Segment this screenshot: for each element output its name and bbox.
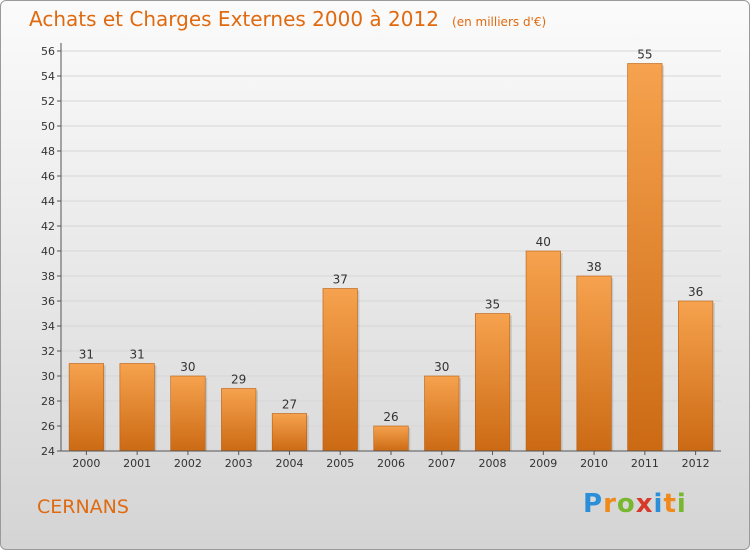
bar-2003 <box>221 388 257 452</box>
y-tick-label: 26 <box>41 420 55 433</box>
y-tick-label: 36 <box>41 295 55 308</box>
commune-name: CERNANS <box>37 496 129 518</box>
x-tick-label: 2005 <box>326 457 354 470</box>
x-tick-label: 2003 <box>225 457 253 470</box>
axes <box>57 43 721 455</box>
data-label: 36 <box>688 285 703 299</box>
y-tick-label: 56 <box>41 45 55 58</box>
bar-2005 <box>322 288 358 452</box>
y-tick-label: 50 <box>41 120 55 133</box>
logo-letter: t <box>663 489 677 519</box>
logo-letter: i <box>653 489 664 519</box>
x-tick-label: 2002 <box>174 457 202 470</box>
y-tick-label: 38 <box>41 270 55 283</box>
bar-2011 <box>627 63 663 452</box>
bar-2008 <box>474 313 511 452</box>
data-label: 37 <box>333 273 348 287</box>
y-tick-label: 32 <box>41 345 55 358</box>
y-tick-label: 48 <box>41 145 55 158</box>
bar-2010 <box>576 275 612 452</box>
x-tick-label: 2004 <box>275 457 303 470</box>
x-tick-label: 2006 <box>377 457 405 470</box>
data-label: 38 <box>586 260 601 274</box>
chart-subtitle: (en milliers d'€) <box>452 15 547 29</box>
x-tick-label: 2011 <box>631 457 659 470</box>
proxiti-logo: Proxiti <box>583 489 687 519</box>
x-tick-label: 2012 <box>682 457 710 470</box>
y-tick-label: 34 <box>41 320 55 333</box>
data-label: 31 <box>130 348 145 362</box>
data-label: 35 <box>485 298 500 312</box>
data-label: 26 <box>383 410 398 424</box>
logo-letter: r <box>603 489 617 519</box>
y-tick-label: 44 <box>41 195 55 208</box>
bar-2001 <box>119 363 155 452</box>
chart-title-text: Achats et Charges Externes 2000 à 2012 <box>29 7 439 31</box>
x-tick-label: 2009 <box>529 457 557 470</box>
bar-2007 <box>424 375 460 452</box>
y-tick-label: 24 <box>41 445 55 458</box>
x-tick-label: 2001 <box>123 457 151 470</box>
logo-letter: o <box>616 489 636 519</box>
grid-lines <box>61 50 721 452</box>
x-tick-label: 2007 <box>428 457 456 470</box>
bar-2004 <box>271 413 308 452</box>
y-tick-label: 52 <box>41 95 55 108</box>
data-label: 40 <box>536 235 551 249</box>
data-label: 27 <box>282 398 297 412</box>
data-label: 31 <box>79 348 94 362</box>
y-tick-label: 54 <box>41 70 55 83</box>
labels: 24 26 28 30 32 34 36 38 40 42 44 46 48 50 52 54 56 31 2000… <box>41 45 710 470</box>
y-tick-label: 40 <box>41 245 55 258</box>
bar-2012 <box>678 300 714 452</box>
logo-letter: x <box>635 489 654 519</box>
bar-2000 <box>68 363 104 452</box>
data-label: 30 <box>180 360 195 374</box>
bar-2009 <box>525 250 561 452</box>
x-tick-label: 2010 <box>580 457 608 470</box>
y-tick-label: 28 <box>41 395 55 408</box>
y-tick-label: 42 <box>41 220 55 233</box>
x-tick-label: 2008 <box>479 457 507 470</box>
chart-title: Achats et Charges Externes 2000 à 2012 (… <box>29 7 546 31</box>
x-tick-label: 2000 <box>72 457 100 470</box>
y-tick-label: 46 <box>41 170 55 183</box>
data-label: 30 <box>434 360 449 374</box>
bar-2006 <box>373 425 409 452</box>
logo-letter: i <box>676 489 687 519</box>
data-label: 29 <box>231 373 246 387</box>
bar-2002 <box>170 375 206 452</box>
y-tick-label: 30 <box>41 370 55 383</box>
bars <box>68 63 715 452</box>
logo-letter: P <box>583 489 604 519</box>
data-label: 55 <box>637 48 652 62</box>
